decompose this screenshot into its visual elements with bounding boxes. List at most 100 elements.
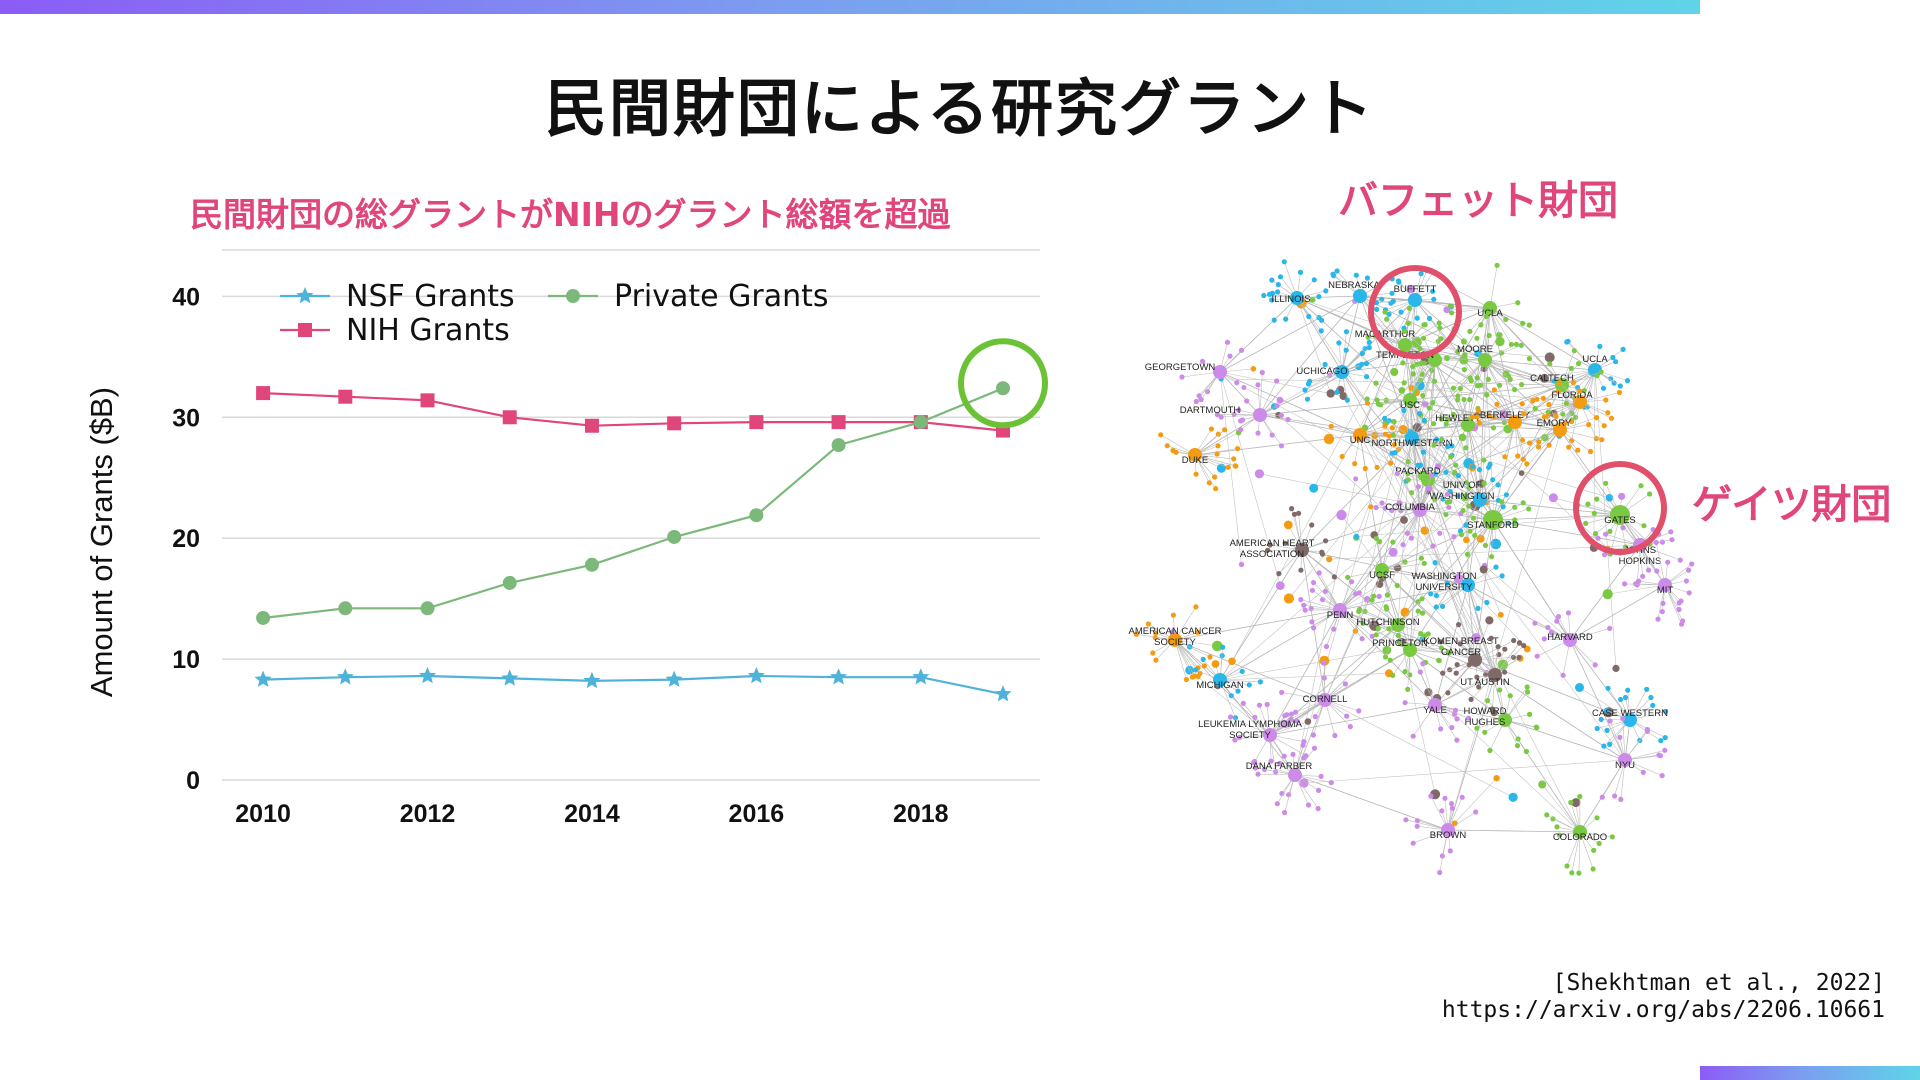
- slide-title: 民間財団による研究グラント: [544, 72, 1376, 145]
- network-node-label: BERKELEY: [1480, 410, 1531, 421]
- network-node-label: AMERICAN CANCER SOCIETY: [1129, 626, 1222, 648]
- network-leaf-node: [1417, 669, 1423, 675]
- network-edge: [1470, 421, 1516, 427]
- network-leaf-node: [1264, 701, 1270, 708]
- network-leaf-node: [1396, 279, 1402, 285]
- network-leaf-node: [1387, 657, 1393, 663]
- network-minor-node: [1283, 520, 1293, 530]
- network-leaf-edge: [1381, 563, 1425, 571]
- network-minor-node: [1326, 556, 1333, 563]
- legend-item-private-grants: Private Grants: [548, 279, 829, 314]
- network-hub: ILLINOIS: [1261, 259, 1329, 334]
- network-leaf-node: [1521, 411, 1527, 417]
- network-edge: [1607, 584, 1666, 595]
- network-leaf-node: [1475, 605, 1481, 611]
- network-hub: WASHINGTON UNIVERSITY: [1412, 560, 1505, 611]
- network-leaf-node: [1349, 579, 1355, 585]
- network-leaf-node: [1526, 506, 1532, 512]
- network-minor-node: [1544, 352, 1555, 363]
- network-edge: [1296, 297, 1331, 394]
- network-leaf-node: [1526, 322, 1532, 328]
- network-leaf-node: [1545, 624, 1551, 631]
- network-hub-node: [1213, 673, 1227, 687]
- network-leaf-edge: [1253, 762, 1296, 776]
- highlight-ring: [958, 338, 1049, 429]
- network-node-label: COLUMBIA: [1385, 502, 1435, 513]
- network-leaf-node: [1418, 360, 1424, 367]
- network-leaf-node: [1212, 474, 1218, 480]
- network-leaf-node: [1594, 725, 1600, 732]
- network-leaf-node: [1461, 367, 1467, 373]
- network-leaf-node: [1375, 625, 1381, 632]
- network-leaf-node: [1593, 531, 1599, 537]
- gates-foundation-label: ゲイツ財団: [1692, 482, 1892, 528]
- network-edge: [1424, 530, 1581, 833]
- network-leaf-node: [1238, 427, 1244, 433]
- network-edge: [1174, 609, 1341, 641]
- grants-line-chart: 0 10 20 30 40 2010 2012 2014 2016 2018 Amount of G…: [84, 249, 1049, 828]
- network-minor-node: [1538, 780, 1547, 789]
- network-edge: [1219, 371, 1242, 565]
- network-leaf-node: [1228, 714, 1234, 720]
- network-leaf-node: [1516, 654, 1522, 661]
- network-leaf-node: [1613, 359, 1619, 365]
- network-leaf-node: [1277, 760, 1283, 767]
- network-minor-node: [1186, 644, 1193, 650]
- network-minor-node: [1463, 536, 1470, 544]
- network-leaf-node: [1554, 824, 1560, 830]
- network-leaf-node: [1421, 322, 1427, 328]
- network-minor-node: [1398, 387, 1406, 394]
- network-leaf-node: [1518, 342, 1524, 348]
- network-leaf-node: [1328, 423, 1334, 429]
- network-leaf-node: [1218, 414, 1224, 420]
- network-edge: [1569, 639, 1631, 721]
- network-minor-node: [1476, 534, 1485, 543]
- network-leaf-node: [1657, 753, 1663, 759]
- network-leaf-node: [1286, 722, 1292, 728]
- network-leaf-node: [1622, 694, 1629, 701]
- network-leaf-node: [1568, 365, 1574, 371]
- citation-url[interactable]: https://arxiv.org/abs/2206.10661: [1441, 997, 1885, 1023]
- network-leaf-node: [1534, 653, 1540, 659]
- network-leaf-node: [1482, 542, 1489, 548]
- legend-item-nsf-grants: NSF Grants: [280, 279, 515, 314]
- network-leaf-node: [1296, 510, 1302, 516]
- x-tick-label: 2018: [893, 800, 949, 828]
- network-leaf-node: [1598, 716, 1604, 723]
- network-hub-node: [1468, 653, 1482, 667]
- network-minor-node: [1612, 664, 1620, 672]
- x-tick-label: 2012: [400, 800, 456, 828]
- network-hub: AMERICAN HEART ASSOCIATION: [1230, 506, 1337, 580]
- network-leaf-node: [1568, 419, 1575, 425]
- network-leaf-node: [1238, 347, 1245, 353]
- network-leaf-node: [1255, 430, 1261, 436]
- network-leaf-node: [1414, 823, 1420, 829]
- legend-marker: [298, 323, 312, 337]
- network-leaf-node: [1310, 732, 1316, 738]
- network-leaf-node: [1331, 626, 1337, 632]
- network-hub-node: [1391, 618, 1405, 632]
- network-leaf-node: [1366, 345, 1372, 351]
- network-leaf-node: [1228, 693, 1234, 699]
- network-edge: [1489, 307, 1516, 423]
- network-leaf-node: [1261, 292, 1267, 299]
- network-leaf-edge: [1422, 663, 1436, 706]
- network-leaf-node: [1198, 397, 1204, 403]
- network-hub-node: [1403, 643, 1417, 657]
- network-leaf-edge: [1439, 829, 1449, 873]
- network-edge: [1484, 359, 1563, 386]
- network-node-label: UCHICAGO: [1296, 366, 1347, 377]
- network-edge: [1411, 387, 1581, 403]
- network-leaf-node: [1359, 361, 1365, 367]
- network-leaf-edge: [1397, 473, 1421, 511]
- network-leaf-node: [1462, 352, 1468, 358]
- network-leaf-node: [1563, 400, 1569, 406]
- network-leaf-node: [1309, 619, 1315, 625]
- network-leaf-node: [1386, 311, 1392, 317]
- network-hub: COLORADO: [1544, 793, 1615, 876]
- network-leaf-node: [1293, 709, 1299, 715]
- network-leaf-edge: [1405, 819, 1449, 831]
- network-hub: CALTECH: [1519, 348, 1604, 423]
- network-edge: [1569, 584, 1666, 641]
- network-leaf-node: [1594, 496, 1600, 502]
